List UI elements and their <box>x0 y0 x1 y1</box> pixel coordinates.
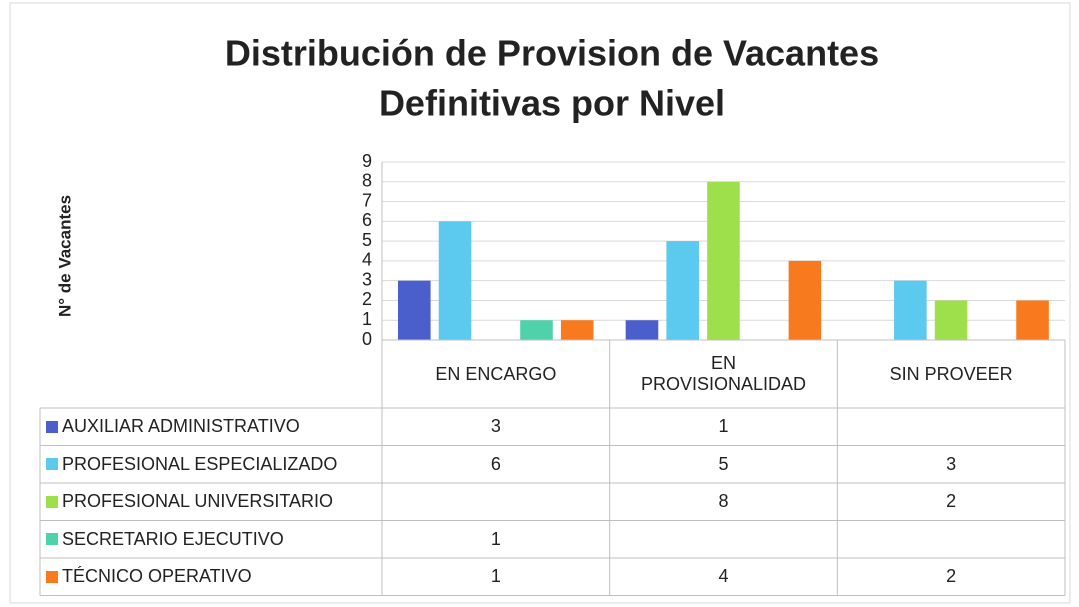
bar <box>1016 300 1049 340</box>
legend-swatch <box>46 420 58 433</box>
table-value: 3 <box>946 453 957 474</box>
chart-border <box>9 2 1071 604</box>
chart-title: Definitivas por Nivel <box>379 83 725 124</box>
table-value: 3 <box>490 416 501 437</box>
y-tick-label: 6 <box>362 210 372 230</box>
legend-swatch <box>46 495 58 508</box>
legend-entry: PROFESIONAL UNIVERSITARIO <box>40 483 382 521</box>
y-tick-label: 0 <box>362 329 372 349</box>
chart-title: Distribución de Provision de Vacantes <box>225 33 879 74</box>
table-value: 2 <box>946 566 957 587</box>
y-tick-label: 5 <box>362 230 372 250</box>
legend-entry: SECRETARIO EJECUTIVO <box>40 521 382 559</box>
legend-swatch <box>46 533 58 546</box>
category-label: EN PROVISIONALIDAD <box>640 353 807 394</box>
legend-entry: TÉCNICO OPERATIVO <box>40 558 382 596</box>
bar <box>520 320 553 340</box>
bar <box>438 221 472 340</box>
y-tick-label: 4 <box>362 250 372 270</box>
bar <box>666 241 699 340</box>
table-value: 6 <box>490 453 501 474</box>
legend-entry: AUXILIAR ADMINISTRATIVO <box>40 408 382 446</box>
bar <box>560 320 594 340</box>
bar <box>894 280 927 340</box>
bar <box>625 320 659 340</box>
table-value: 4 <box>718 566 729 587</box>
legend-entry: PROFESIONAL ESPECIALIZADO <box>40 446 382 484</box>
category-label: EN ENCARGO <box>435 363 557 384</box>
y-tick-label: 8 <box>362 171 372 191</box>
y-tick-label: 9 <box>362 151 372 171</box>
table-value: 8 <box>718 491 729 512</box>
table-value: 1 <box>718 416 729 437</box>
bar <box>788 260 822 340</box>
y-tick-label: 7 <box>362 190 372 210</box>
table-value: 1 <box>490 566 501 587</box>
legend-swatch <box>46 570 58 583</box>
legend-swatch <box>46 458 58 471</box>
y-axis-label: N° de Vacantes <box>55 195 74 317</box>
table-value: 5 <box>718 453 729 474</box>
table-value: 1 <box>490 528 501 549</box>
bar <box>934 300 968 340</box>
bar <box>707 181 740 340</box>
y-tick-label: 3 <box>362 269 372 289</box>
y-tick-label: 2 <box>362 289 372 309</box>
category-label: SIN PROVEER <box>889 363 1013 384</box>
table-value: 2 <box>946 491 957 512</box>
y-tick-label: 1 <box>362 309 372 329</box>
bar <box>398 280 431 340</box>
